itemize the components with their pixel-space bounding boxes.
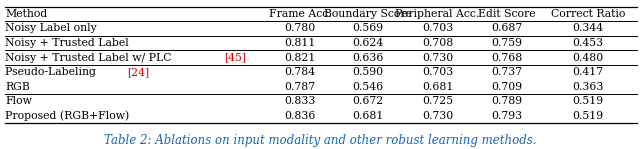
Text: Frame Acc.: Frame Acc. xyxy=(269,9,332,19)
Text: 0.730: 0.730 xyxy=(422,53,453,63)
Text: 0.672: 0.672 xyxy=(353,96,383,106)
Text: 0.836: 0.836 xyxy=(284,111,316,121)
Text: 0.708: 0.708 xyxy=(422,38,453,48)
Text: 0.709: 0.709 xyxy=(492,82,523,92)
Text: 0.780: 0.780 xyxy=(285,24,316,34)
Text: 0.363: 0.363 xyxy=(572,82,604,92)
Text: 0.681: 0.681 xyxy=(352,111,384,121)
Text: [45]: [45] xyxy=(225,53,246,63)
Text: Noisy + Trusted Label w/ PLC: Noisy + Trusted Label w/ PLC xyxy=(5,53,175,63)
Text: 0.480: 0.480 xyxy=(573,53,604,63)
Text: 0.453: 0.453 xyxy=(573,38,604,48)
Text: 0.737: 0.737 xyxy=(492,67,523,77)
Text: 0.725: 0.725 xyxy=(422,96,453,106)
Text: 0.417: 0.417 xyxy=(573,67,604,77)
Text: 0.519: 0.519 xyxy=(573,96,604,106)
Text: 0.821: 0.821 xyxy=(284,53,316,63)
Text: Edit Score: Edit Score xyxy=(478,9,536,19)
Text: 0.730: 0.730 xyxy=(422,111,453,121)
Text: 0.687: 0.687 xyxy=(492,24,523,34)
Text: 0.681: 0.681 xyxy=(422,82,453,92)
Text: 0.703: 0.703 xyxy=(422,67,453,77)
Text: Noisy Label only: Noisy Label only xyxy=(5,24,97,34)
Text: 0.624: 0.624 xyxy=(353,38,383,48)
Text: Noisy + Trusted Label: Noisy + Trusted Label xyxy=(5,38,129,48)
Text: 0.519: 0.519 xyxy=(573,111,604,121)
Text: 0.789: 0.789 xyxy=(492,96,523,106)
Text: 0.546: 0.546 xyxy=(353,82,383,92)
Text: Correct Ratio: Correct Ratio xyxy=(551,9,625,19)
Text: 0.569: 0.569 xyxy=(353,24,383,34)
Text: 0.793: 0.793 xyxy=(492,111,523,121)
Text: RGB: RGB xyxy=(5,82,30,92)
Text: [24]: [24] xyxy=(127,67,149,77)
Text: Flow: Flow xyxy=(5,96,32,106)
Text: 0.768: 0.768 xyxy=(492,53,523,63)
Text: Proposed (RGB+Flow): Proposed (RGB+Flow) xyxy=(5,110,129,121)
Text: 0.787: 0.787 xyxy=(285,82,316,92)
Text: Table 2: Ablations on input modality and other robust learning methods.: Table 2: Ablations on input modality and… xyxy=(104,134,536,147)
Text: Pseudo-Labeling: Pseudo-Labeling xyxy=(5,67,99,77)
Text: 0.703: 0.703 xyxy=(422,24,453,34)
Text: Method: Method xyxy=(5,9,47,19)
Text: 0.344: 0.344 xyxy=(573,24,604,34)
Text: 0.833: 0.833 xyxy=(284,96,316,106)
Text: 0.636: 0.636 xyxy=(352,53,384,63)
Text: 0.784: 0.784 xyxy=(285,67,316,77)
Text: 0.759: 0.759 xyxy=(492,38,523,48)
Text: Boundary Score: Boundary Score xyxy=(324,9,412,19)
Text: 0.590: 0.590 xyxy=(353,67,383,77)
Text: Peripheral Acc.: Peripheral Acc. xyxy=(396,9,479,19)
Text: 0.811: 0.811 xyxy=(284,38,316,48)
